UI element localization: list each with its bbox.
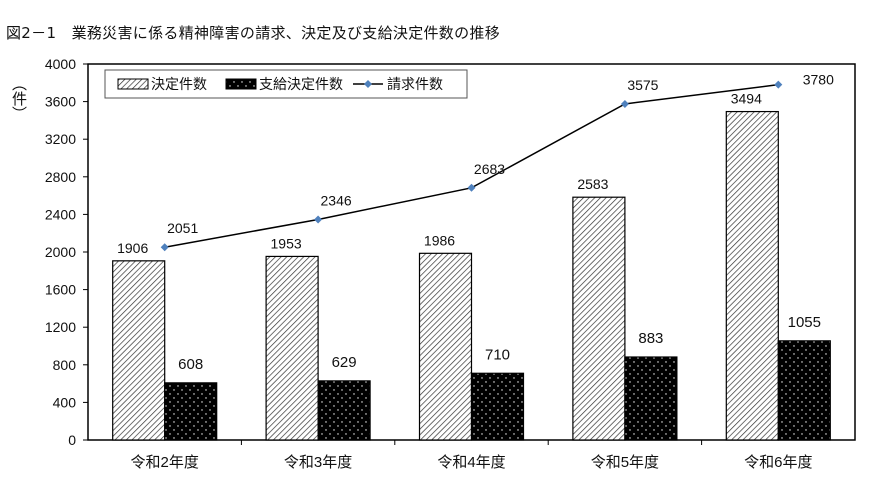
data-label: 3780 bbox=[803, 72, 834, 88]
y-tick-label: 1200 bbox=[45, 319, 76, 335]
legend-marker bbox=[364, 80, 372, 88]
bar-decided bbox=[418, 252, 473, 441]
data-label: 1986 bbox=[424, 232, 455, 248]
bar-approved bbox=[164, 382, 218, 441]
bar-approved bbox=[624, 356, 678, 441]
y-tick-label: 3600 bbox=[45, 94, 76, 110]
bar-approved bbox=[470, 372, 525, 441]
y-tick-label: 0 bbox=[68, 432, 76, 448]
data-label: 3494 bbox=[731, 91, 762, 107]
chart-title: 図2－1 業務災害に係る精神障害の請求、決定及び支給決定件数の推移 bbox=[6, 24, 500, 42]
legend-label: 請求件数 bbox=[387, 76, 443, 92]
line-marker bbox=[774, 80, 783, 89]
y-tick-label: 1600 bbox=[45, 282, 76, 298]
y-tick-label: 800 bbox=[53, 357, 77, 373]
x-tick-label: 令和4年度 bbox=[437, 454, 505, 471]
data-label: 2051 bbox=[167, 220, 198, 236]
x-tick-label: 令和3年度 bbox=[284, 454, 352, 471]
bar-approved bbox=[317, 380, 371, 441]
y-tick-label: 4000 bbox=[45, 56, 76, 72]
data-label: 2346 bbox=[321, 192, 352, 208]
line-marker bbox=[620, 99, 629, 108]
data-label: 1953 bbox=[271, 235, 302, 251]
x-tick-label: 令和6年度 bbox=[744, 454, 812, 471]
x-tick-label: 令和5年度 bbox=[591, 454, 659, 471]
bar-approved bbox=[777, 340, 831, 441]
y-tick-label: 2400 bbox=[45, 206, 76, 222]
y-tick-label: 3200 bbox=[45, 131, 76, 147]
line-marker bbox=[160, 243, 169, 252]
y-axis-label: （件） bbox=[10, 76, 28, 121]
legend-swatch-decided bbox=[117, 78, 149, 90]
bar-decided bbox=[572, 196, 626, 441]
data-label: 2683 bbox=[474, 161, 505, 177]
bar-decided bbox=[725, 110, 779, 441]
y-tick-label: 400 bbox=[53, 394, 77, 410]
data-label: 1906 bbox=[117, 240, 148, 256]
data-label: 2583 bbox=[577, 176, 608, 192]
legend bbox=[104, 69, 468, 99]
line-requests bbox=[164, 83, 779, 248]
line-marker bbox=[314, 215, 323, 224]
legend-label: 支給決定件数 bbox=[259, 76, 343, 92]
data-label: 3575 bbox=[627, 77, 658, 93]
data-label: 883 bbox=[638, 330, 663, 347]
bar-decided bbox=[265, 255, 319, 441]
y-tick-label: 2000 bbox=[45, 244, 76, 260]
x-tick-label: 令和2年度 bbox=[131, 454, 199, 471]
bar-decided bbox=[112, 260, 166, 441]
legend-swatch-approved bbox=[225, 78, 257, 90]
data-label: 629 bbox=[332, 354, 357, 371]
line-marker bbox=[467, 183, 476, 192]
data-label: 710 bbox=[485, 346, 510, 363]
data-label: 608 bbox=[178, 356, 203, 373]
y-tick-label: 2800 bbox=[45, 169, 76, 185]
data-label: 1055 bbox=[788, 314, 821, 331]
legend-label: 決定件数 bbox=[151, 76, 207, 92]
